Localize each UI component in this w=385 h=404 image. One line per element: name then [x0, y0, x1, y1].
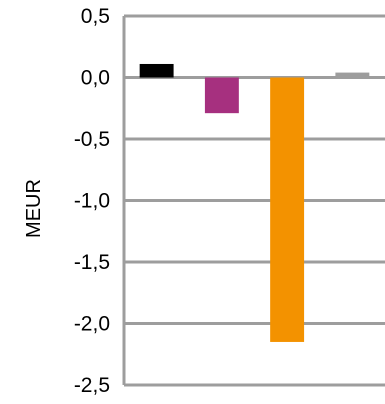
y-tick-label: -1,5 — [74, 251, 110, 274]
y-axis-label: MEUR — [23, 179, 45, 238]
bar — [204, 77, 239, 114]
bar — [270, 77, 305, 342]
bar — [335, 72, 370, 78]
y-tick-label: -1,0 — [74, 190, 110, 213]
y-tick-label: 0,5 — [81, 5, 110, 28]
y-tick-label: 0,0 — [81, 67, 110, 90]
y-tick-label: -2,5 — [74, 374, 110, 397]
y-tick-labels: 0,5 0,0 -0,5 -1,0 -1,5 -2,0 -2,5 — [74, 5, 110, 397]
y-tick-label: -0,5 — [74, 128, 110, 151]
y-tick-label: -2,0 — [74, 313, 110, 336]
bars — [139, 63, 370, 342]
bar — [139, 63, 174, 78]
